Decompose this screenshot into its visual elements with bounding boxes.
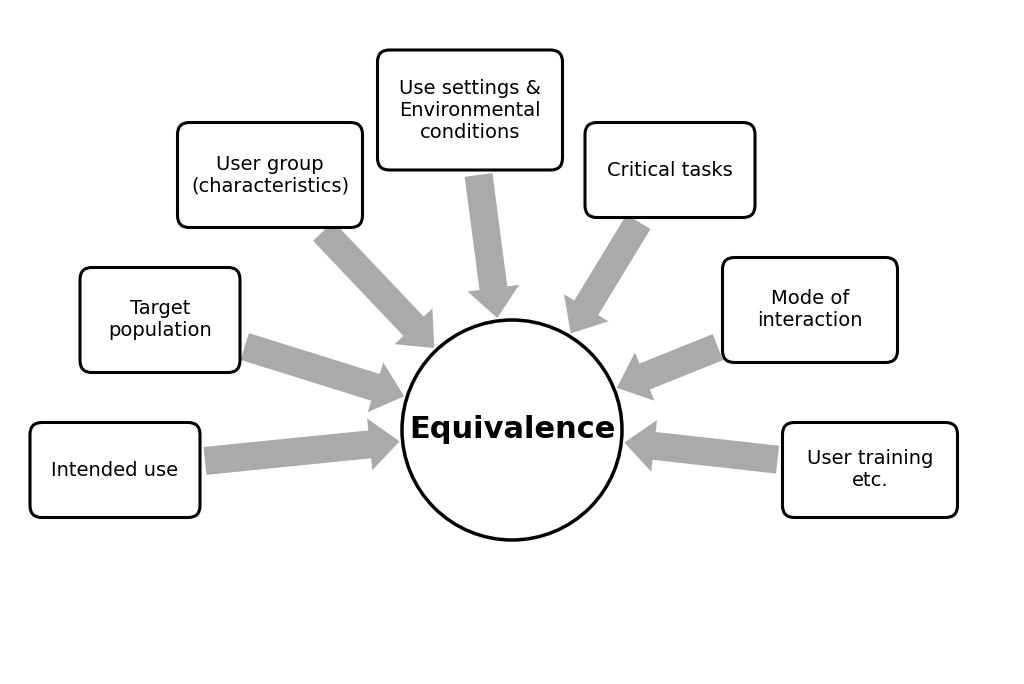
Circle shape xyxy=(402,320,622,540)
Polygon shape xyxy=(313,222,434,348)
FancyBboxPatch shape xyxy=(378,50,562,170)
FancyBboxPatch shape xyxy=(585,122,755,218)
Polygon shape xyxy=(204,419,399,475)
Polygon shape xyxy=(465,173,519,318)
Text: Target
population: Target population xyxy=(109,300,212,341)
Text: Equivalence: Equivalence xyxy=(409,415,615,445)
Text: User group
(characteristics): User group (characteristics) xyxy=(190,155,349,196)
Polygon shape xyxy=(241,333,404,412)
Polygon shape xyxy=(616,334,723,401)
FancyBboxPatch shape xyxy=(30,423,200,518)
FancyBboxPatch shape xyxy=(782,423,957,518)
Text: User training
etc.: User training etc. xyxy=(807,449,933,490)
Text: Use settings &
Environmental
conditions: Use settings & Environmental conditions xyxy=(399,79,541,142)
FancyBboxPatch shape xyxy=(80,267,240,373)
FancyBboxPatch shape xyxy=(723,257,897,363)
FancyBboxPatch shape xyxy=(177,122,362,228)
Text: Critical tasks: Critical tasks xyxy=(607,161,733,179)
Polygon shape xyxy=(564,215,650,333)
Text: Intended use: Intended use xyxy=(51,460,178,479)
Polygon shape xyxy=(625,420,779,473)
Text: Mode of
interaction: Mode of interaction xyxy=(758,289,863,330)
